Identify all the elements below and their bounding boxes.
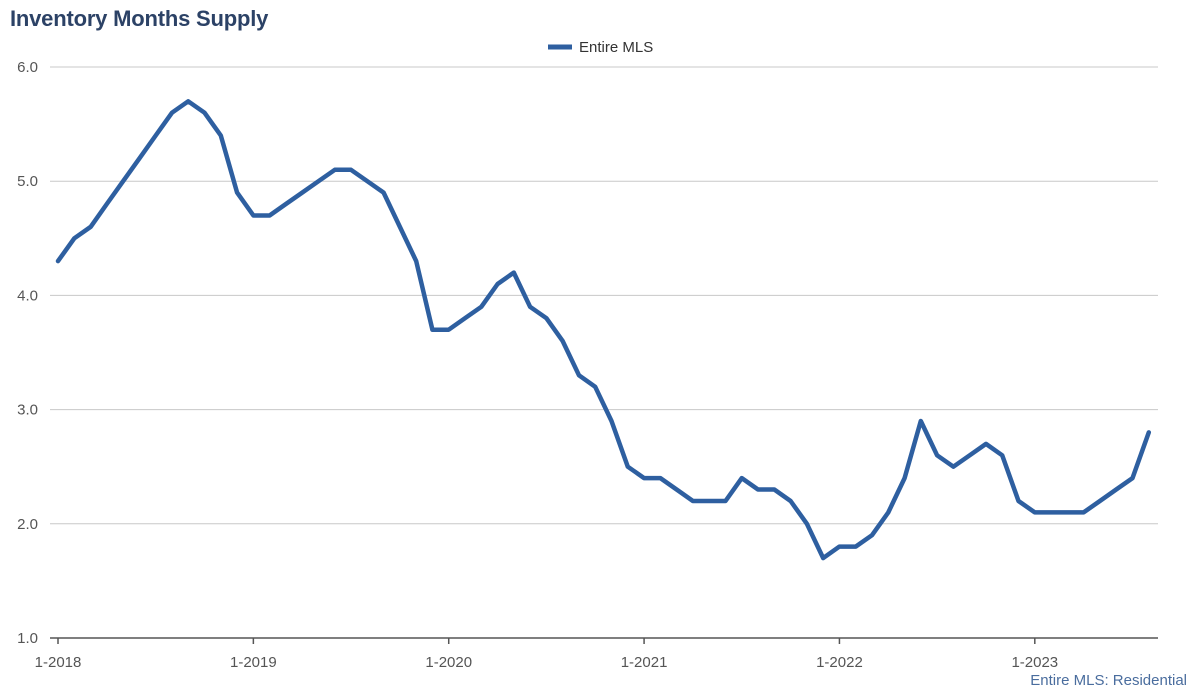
series-lines xyxy=(55,99,1152,561)
legend: Entire MLS xyxy=(548,39,653,56)
legend-label: Entire MLS xyxy=(579,39,653,56)
x-tick-label: 1-2021 xyxy=(621,654,668,671)
series-line xyxy=(55,99,1152,561)
chart-title: Inventory Months Supply xyxy=(10,6,269,31)
y-tick-label: 5.0 xyxy=(17,173,38,190)
source-note: Entire MLS: Residential xyxy=(1030,672,1187,689)
x-tick-label: 1-2019 xyxy=(230,654,277,671)
x-tick-label: 1-2020 xyxy=(425,654,472,671)
y-axis-tick-labels: 1.0 2.0 3.0 4.0 5.0 6.0 xyxy=(17,59,38,647)
y-tick-label: 1.0 xyxy=(17,630,38,647)
x-tick-label: 1-2018 xyxy=(35,654,82,671)
y-tick-label: 2.0 xyxy=(17,516,38,533)
gridlines xyxy=(50,66,1158,525)
y-tick-label: 4.0 xyxy=(17,287,38,304)
y-tick-label: 6.0 xyxy=(17,59,38,76)
x-tick-label: 1-2023 xyxy=(1011,654,1058,671)
x-tick-label: 1-2022 xyxy=(816,654,863,671)
x-axis: 1-2018 1-2019 1-2020 1-2021 1-2022 1-2023 xyxy=(35,637,1158,671)
y-tick-label: 3.0 xyxy=(17,402,38,419)
